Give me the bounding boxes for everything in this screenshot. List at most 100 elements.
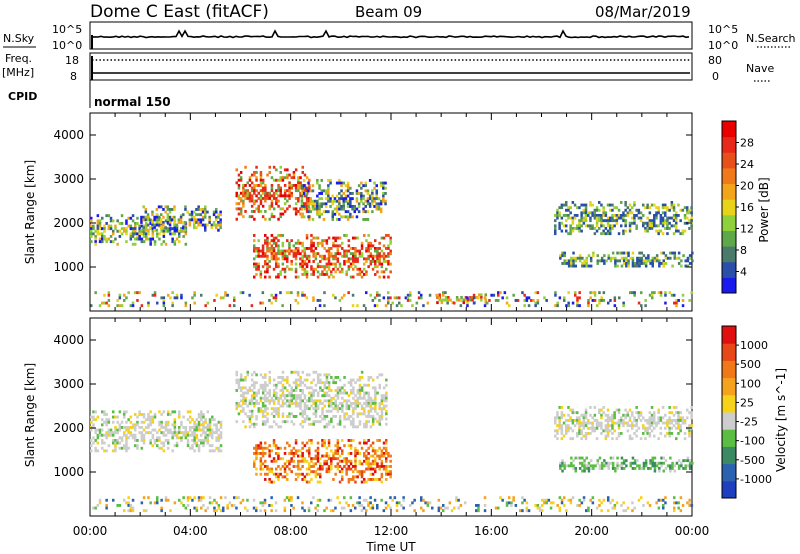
echo-cell <box>308 373 311 377</box>
echo-cell <box>136 216 139 220</box>
echo-cell <box>657 291 661 295</box>
echo-cell <box>217 223 220 227</box>
echo-cell <box>365 454 368 458</box>
echo-cell <box>325 249 329 253</box>
echo-cell <box>349 202 352 206</box>
echo-cell <box>521 496 524 500</box>
echo-cell <box>629 256 632 260</box>
echo-cell <box>257 204 260 208</box>
echo-cell <box>615 437 619 441</box>
echo-cell <box>299 381 302 385</box>
echo-cell <box>299 472 302 476</box>
echo-cell <box>204 205 207 209</box>
echo-cell <box>305 270 309 274</box>
echo-cell <box>217 449 221 453</box>
echo-cell <box>136 299 139 302</box>
echo-cell <box>153 293 157 297</box>
echo-cell <box>354 402 357 405</box>
colorbar-tick-label: 500 <box>740 358 761 371</box>
echo-cell <box>261 291 265 295</box>
echo-cell <box>633 419 636 422</box>
echo-cell <box>371 197 374 201</box>
echo-cell <box>686 456 690 460</box>
echo-cell <box>297 199 300 203</box>
echo-cell <box>131 232 135 236</box>
echo-cell <box>573 214 577 217</box>
echo-cell <box>125 426 128 429</box>
echo-cell <box>565 219 568 223</box>
echo-cell <box>297 181 300 185</box>
colorbar-segment <box>722 480 736 499</box>
echo-cell <box>688 467 692 470</box>
echo-cell <box>628 227 632 230</box>
echo-cell <box>253 386 256 390</box>
echo-cell <box>635 208 638 212</box>
colorbar-segment <box>722 121 736 138</box>
echo-cell <box>349 197 352 201</box>
echo-cell <box>327 409 331 413</box>
echo-cell <box>127 216 130 220</box>
echo-cell <box>385 441 388 445</box>
echo-cell <box>268 370 271 374</box>
echo-cell <box>363 396 366 400</box>
echo-cell <box>567 206 570 210</box>
echo-cell <box>314 370 318 374</box>
echo-cell <box>204 433 207 437</box>
echo-cell <box>286 168 289 172</box>
echo-cell <box>580 501 584 505</box>
echo-cell <box>658 262 661 265</box>
echo-cell <box>125 222 128 225</box>
echo-cell <box>631 413 634 417</box>
echo-cell <box>613 506 617 510</box>
echo-cell <box>571 437 575 441</box>
echo-cell <box>327 249 331 253</box>
echo-cell <box>341 404 344 408</box>
echo-cell <box>323 257 326 261</box>
echo-cell <box>131 214 135 218</box>
echo-cell <box>413 509 416 513</box>
echo-cell <box>367 412 370 416</box>
echo-cell <box>305 204 309 208</box>
echo-cell <box>312 457 315 461</box>
echo-cell <box>275 412 278 416</box>
echo-cell <box>560 432 564 435</box>
echo-cell <box>607 509 610 513</box>
echo-cell <box>177 218 181 222</box>
echo-cell <box>389 475 392 479</box>
echo-cell <box>290 176 293 180</box>
echo-cell <box>657 437 660 441</box>
echo-cell <box>120 222 124 225</box>
echo-cell <box>569 419 572 422</box>
echo-cell <box>138 237 141 241</box>
echo-cell <box>591 429 594 433</box>
echo-cell <box>300 199 304 203</box>
echo-cell <box>510 504 513 507</box>
echo-cell <box>173 296 177 300</box>
echo-cell <box>393 496 397 500</box>
echo-cell <box>272 459 276 463</box>
echo-cell <box>565 429 568 433</box>
echo-cell <box>596 459 599 463</box>
echo-cell <box>570 264 573 268</box>
echo-cell <box>255 189 258 193</box>
echo-cell <box>259 462 263 466</box>
echo-cell <box>338 192 341 195</box>
echo-cell <box>642 254 646 258</box>
echo-cell <box>103 420 106 424</box>
echo-cell <box>353 210 356 214</box>
echo-cell <box>365 441 368 445</box>
echo-cell <box>325 446 329 450</box>
echo-cell <box>646 421 649 425</box>
echo-cell <box>235 378 238 382</box>
echo-cell <box>365 391 368 395</box>
echo-cell <box>347 465 351 468</box>
echo-cell <box>562 224 566 228</box>
echo-cell <box>305 404 309 408</box>
echo-cell <box>270 212 274 216</box>
echo-cell <box>248 386 252 390</box>
echo-cell <box>338 236 342 240</box>
echo-cell <box>613 214 616 217</box>
echo-cell <box>248 191 252 195</box>
echo-cell <box>330 399 333 403</box>
echo-cell <box>356 249 359 253</box>
